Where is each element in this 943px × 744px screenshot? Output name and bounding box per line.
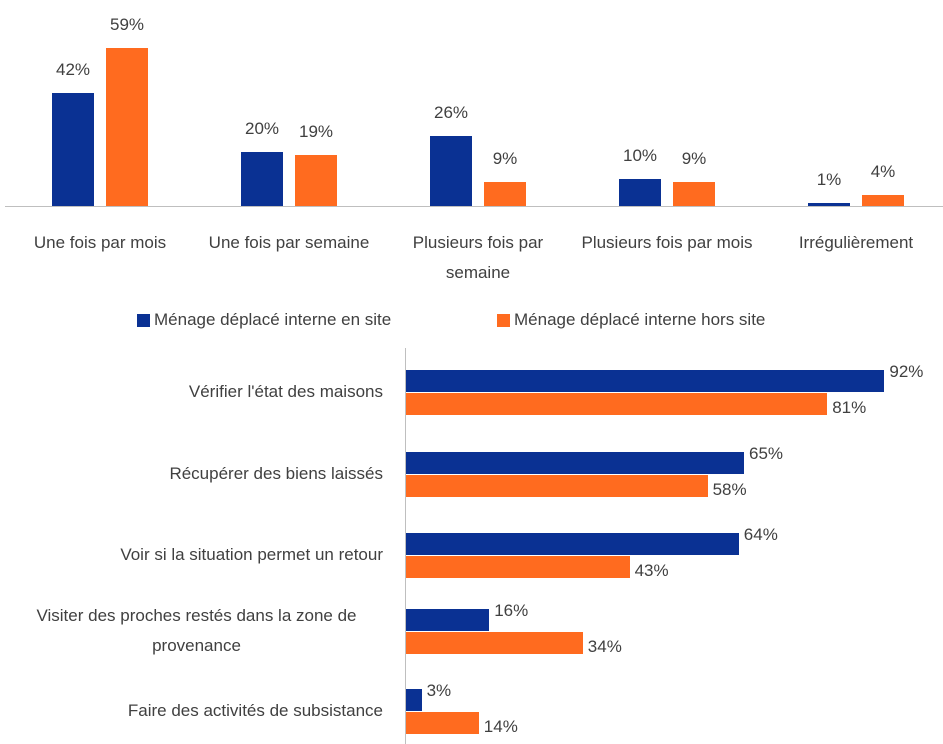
data-label: 65% [749,444,784,463]
x-tick-label: Irrégulièrement [798,233,914,252]
bar [808,203,850,206]
data-label: 1% [816,170,842,190]
data-label: 19% [298,122,334,142]
x-tick-label: Plusieurs fois par mois [581,233,753,252]
bar [484,181,526,206]
y-tick-label-box: Vérifier l'état des maisons [10,352,383,432]
y-axis [405,348,406,744]
bar [673,181,715,206]
data-label: 26% [433,103,469,123]
bar [406,556,630,578]
bar [430,136,472,206]
bar [406,533,739,555]
legend-label: Ménage déplacé interne hors site [514,310,766,329]
bar [406,609,490,631]
legend-swatch [137,314,150,327]
data-label: 81% [832,398,867,417]
y-tick-label: Faire des activités de subsistance [127,701,383,720]
bar [406,475,708,497]
y-tick-label: Voir si la situation permet un retour [120,545,383,564]
bar [295,155,337,206]
data-label: 14% [483,717,518,736]
bar [862,195,904,206]
x-axis [5,206,943,207]
data-label: 16% [494,601,529,620]
y-tick-label-box: Récupérer des biens laissés [10,434,383,514]
bar [106,47,148,206]
bar [406,689,422,711]
legend-swatch [497,314,510,327]
data-label: 59% [109,14,145,34]
x-tick-label: Plusieurs fois par semaine [412,233,544,282]
data-label: 10% [622,146,658,166]
x-tick-label: Une fois par mois [33,233,167,252]
y-tick-label: Vérifier l'état des maisons [188,382,383,401]
bar [406,393,828,415]
data-label: 64% [743,525,778,544]
y-tick-label: Récupérer des biens laissés [169,464,383,483]
bar [406,712,479,734]
data-label: 43% [634,561,669,580]
data-label: 20% [244,119,280,139]
bar [406,370,885,392]
bar [52,93,94,206]
y-tick-label: Visiter des proches restés dans la zone … [36,606,357,655]
legend-label: Ménage déplacé interne en site [154,310,392,329]
y-tick-label-box: Visiter des proches restés dans la zone … [10,591,383,671]
data-label: 4% [870,162,896,182]
y-tick-label-box: Voir si la situation permet un retour [10,515,383,595]
data-label: 92% [889,362,924,381]
bar [406,632,583,654]
data-label: 3% [426,681,452,700]
data-label: 9% [492,148,518,168]
bar [619,179,661,206]
data-label: 9% [681,148,707,168]
y-tick-label-box: Faire des activités de subsistance [10,671,383,744]
bar [241,152,283,206]
x-tick-label: Une fois par semaine [208,233,370,252]
data-label: 42% [55,60,91,80]
bar [406,452,744,474]
data-label: 34% [587,637,622,656]
data-label: 58% [712,480,747,499]
